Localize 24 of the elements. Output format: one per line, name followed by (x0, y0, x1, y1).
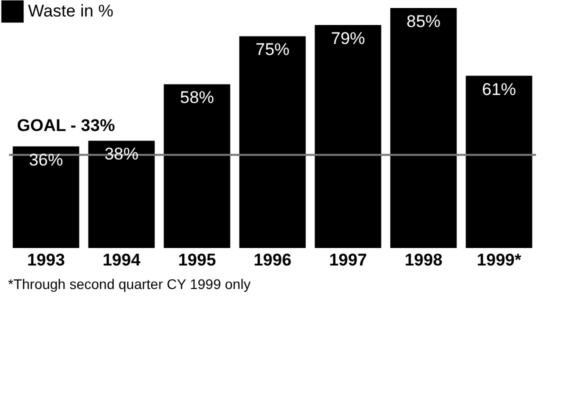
data-label: 58% (180, 88, 214, 108)
data-label: 75% (255, 40, 290, 60)
data-label: 61% (482, 80, 516, 99)
bar (239, 36, 306, 248)
bar (314, 24, 382, 248)
bar (12, 146, 80, 248)
legend-label: Waste in % (28, 2, 114, 20)
x-tick-label: 1996 (254, 250, 292, 270)
data-label: 38% (104, 144, 139, 164)
bar (466, 76, 532, 248)
x-tick-label: 1995 (178, 250, 216, 270)
bar (390, 8, 457, 248)
data-label: 85% (406, 12, 441, 31)
bar (164, 84, 230, 248)
ref-line-label: GOAL - 33% (17, 116, 115, 135)
x-tick-label: 1993 (27, 250, 65, 270)
data-label: 36% (28, 150, 64, 170)
bar (88, 140, 155, 248)
x-tick-label: 1998 (404, 250, 442, 270)
x-tick-label: 1994 (102, 250, 141, 270)
text: *Through second quarter CY 1999 only (8, 276, 251, 292)
x-tick-label: 1999* (476, 250, 522, 270)
x-tick-label: 1997 (329, 250, 367, 270)
data-label: 79% (330, 28, 366, 48)
